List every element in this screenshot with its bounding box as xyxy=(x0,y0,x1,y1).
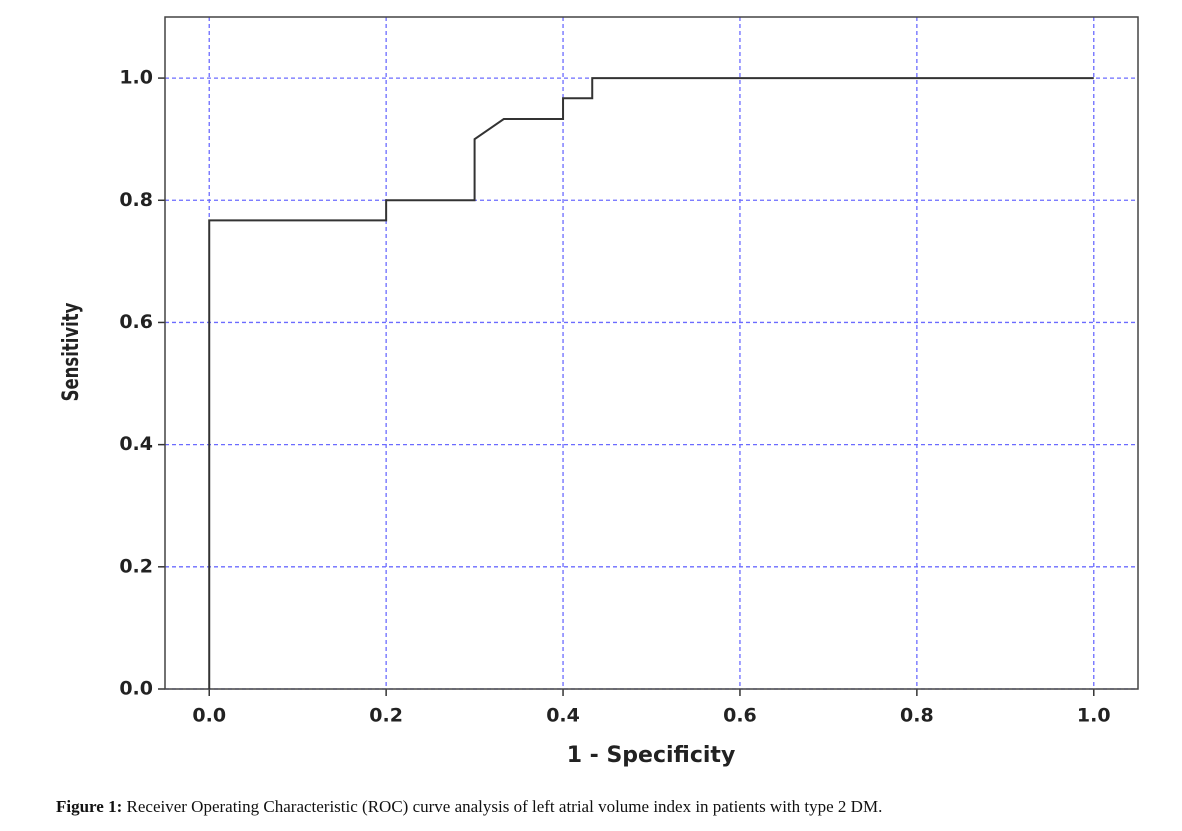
y-tick-label: 1.0 xyxy=(119,67,153,89)
y-axis-label: Sensitivity xyxy=(58,302,84,401)
plot-frame xyxy=(164,16,1139,690)
x-axis-label: 1 - Specificity xyxy=(567,743,736,768)
x-tick-label: 0.0 xyxy=(192,705,226,727)
caption: Figure 1: Receiver Operating Characteris… xyxy=(56,797,882,816)
roc-curve xyxy=(208,77,1094,689)
y-tick-label: 0.4 xyxy=(119,433,153,455)
y-tick-label: 0.2 xyxy=(119,555,153,577)
y-tick-label: 0.8 xyxy=(119,189,153,211)
caption-label: Figure 1: xyxy=(56,797,122,816)
x-tick-label: 1.0 xyxy=(1077,705,1111,727)
caption-text: Receiver Operating Characteristic (ROC) … xyxy=(122,797,882,816)
x-tick-label: 0.8 xyxy=(900,705,934,727)
y-tick-label: 0.0 xyxy=(119,678,153,700)
x-tick-label: 0.2 xyxy=(369,705,403,727)
y-tick-label: 0.6 xyxy=(119,311,153,333)
x-tick-label: 0.4 xyxy=(546,705,580,727)
x-tick-label: 0.6 xyxy=(723,705,757,727)
